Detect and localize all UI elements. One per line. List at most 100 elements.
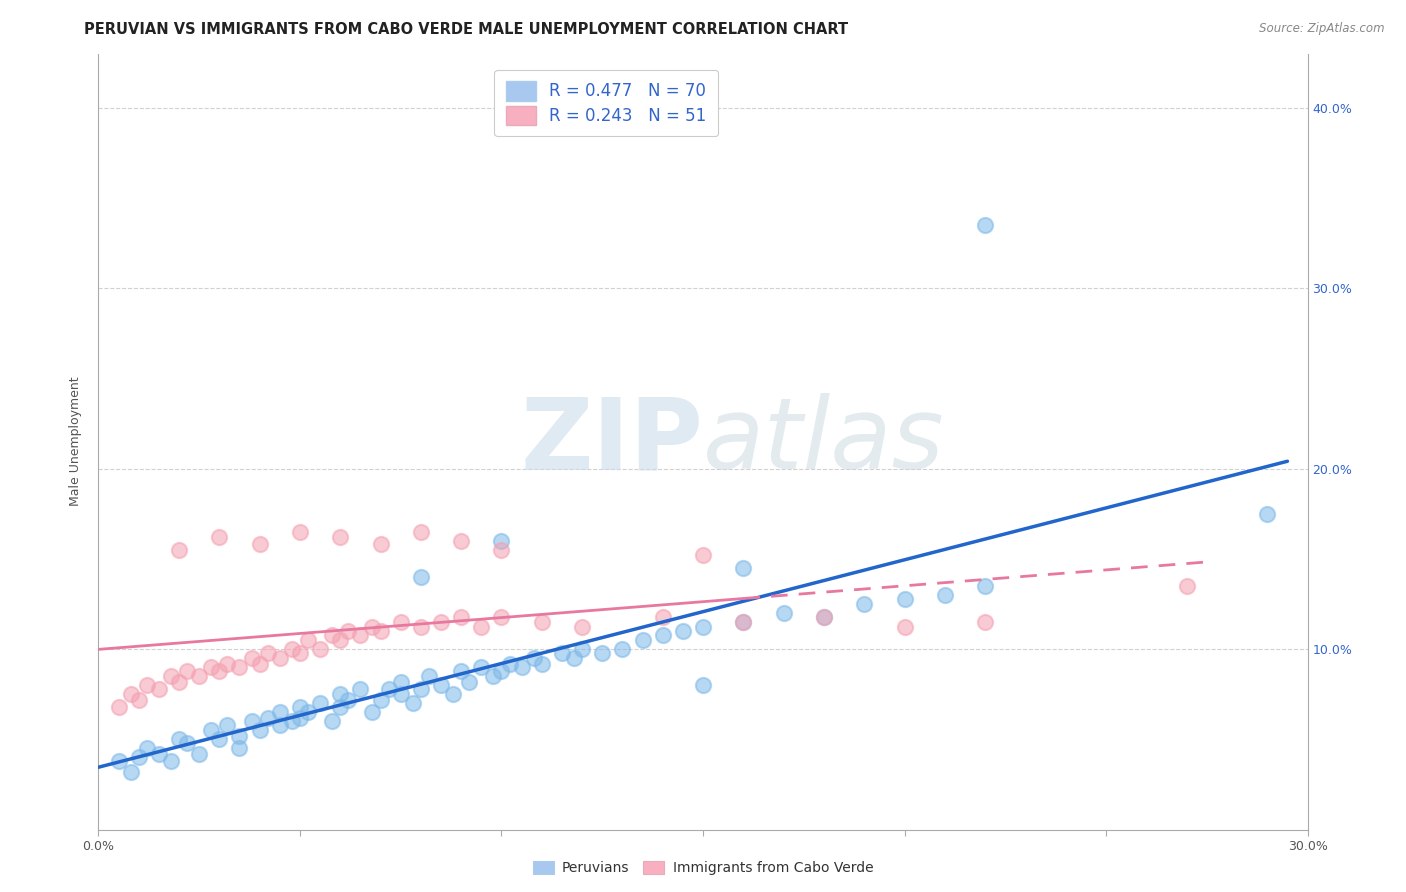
Point xyxy=(297,705,319,719)
Y-axis label: Male Unemployment: Male Unemployment xyxy=(69,376,83,507)
Point xyxy=(208,732,231,747)
Point xyxy=(470,660,492,674)
Point xyxy=(135,741,157,756)
Point xyxy=(974,579,997,593)
Point xyxy=(651,609,673,624)
Legend: R = 0.477   N = 70, R = 0.243   N = 51: R = 0.477 N = 70, R = 0.243 N = 51 xyxy=(495,70,718,136)
Point xyxy=(450,533,472,548)
Text: PERUVIAN VS IMMIGRANTS FROM CABO VERDE MALE UNEMPLOYMENT CORRELATION CHART: PERUVIAN VS IMMIGRANTS FROM CABO VERDE M… xyxy=(84,22,848,37)
Point xyxy=(240,651,263,665)
Point xyxy=(813,609,835,624)
Point xyxy=(450,609,472,624)
Point xyxy=(772,606,794,620)
Point xyxy=(441,687,464,701)
Point xyxy=(148,747,170,761)
Point xyxy=(297,633,319,648)
Point xyxy=(249,657,271,671)
Point xyxy=(281,714,304,729)
Point xyxy=(167,674,190,689)
Point xyxy=(551,646,574,660)
Point xyxy=(450,664,472,678)
Point xyxy=(249,723,271,738)
Point xyxy=(491,609,513,624)
Point xyxy=(591,646,613,660)
Point xyxy=(167,732,190,747)
Point xyxy=(217,657,239,671)
Point xyxy=(692,548,714,562)
Point xyxy=(160,754,183,768)
Point xyxy=(571,642,593,657)
Point xyxy=(269,651,291,665)
Point xyxy=(934,588,956,602)
Point xyxy=(208,664,231,678)
Point xyxy=(256,711,278,725)
Point xyxy=(491,533,513,548)
Point xyxy=(498,657,520,671)
Point xyxy=(329,699,352,714)
Point xyxy=(349,627,371,641)
Point xyxy=(523,651,546,665)
Point xyxy=(309,642,332,657)
Point xyxy=(160,669,183,683)
Point xyxy=(1175,579,1198,593)
Point xyxy=(377,681,399,696)
Point xyxy=(208,530,231,544)
Point xyxy=(418,669,440,683)
Point xyxy=(256,646,278,660)
Point xyxy=(370,537,392,551)
Point xyxy=(370,692,392,706)
Point xyxy=(228,729,250,743)
Point xyxy=(409,681,432,696)
Point xyxy=(482,669,505,683)
Point xyxy=(269,705,291,719)
Point xyxy=(402,696,425,710)
Point xyxy=(200,660,222,674)
Point xyxy=(288,699,311,714)
Point xyxy=(612,642,634,657)
Point xyxy=(337,692,360,706)
Point xyxy=(409,570,432,584)
Point xyxy=(337,624,360,638)
Point xyxy=(370,624,392,638)
Point xyxy=(281,642,304,657)
Point xyxy=(361,705,384,719)
Point xyxy=(329,633,352,648)
Point xyxy=(510,660,533,674)
Point xyxy=(733,615,755,629)
Point xyxy=(672,624,695,638)
Point xyxy=(107,699,129,714)
Point xyxy=(329,687,352,701)
Point xyxy=(692,678,714,692)
Point xyxy=(188,747,211,761)
Point xyxy=(813,609,835,624)
Point xyxy=(288,646,311,660)
Point xyxy=(853,597,876,611)
Text: atlas: atlas xyxy=(703,393,945,490)
Point xyxy=(120,687,142,701)
Legend: Peruvians, Immigrants from Cabo Verde: Peruvians, Immigrants from Cabo Verde xyxy=(527,855,879,880)
Point xyxy=(167,542,190,557)
Point xyxy=(128,750,150,764)
Point xyxy=(571,620,593,634)
Text: ZIP: ZIP xyxy=(520,393,703,490)
Point xyxy=(361,620,384,634)
Point xyxy=(651,627,673,641)
Point xyxy=(470,620,492,634)
Point xyxy=(128,692,150,706)
Point xyxy=(228,741,250,756)
Point xyxy=(491,664,513,678)
Point xyxy=(249,537,271,551)
Point xyxy=(389,615,412,629)
Point xyxy=(409,620,432,634)
Point xyxy=(530,657,553,671)
Point xyxy=(188,669,211,683)
Point xyxy=(409,524,432,539)
Point xyxy=(430,678,453,692)
Point xyxy=(321,714,343,729)
Point xyxy=(120,764,142,779)
Point xyxy=(148,681,170,696)
Point xyxy=(458,674,481,689)
Point xyxy=(530,615,553,629)
Point xyxy=(288,524,311,539)
Point xyxy=(217,718,239,732)
